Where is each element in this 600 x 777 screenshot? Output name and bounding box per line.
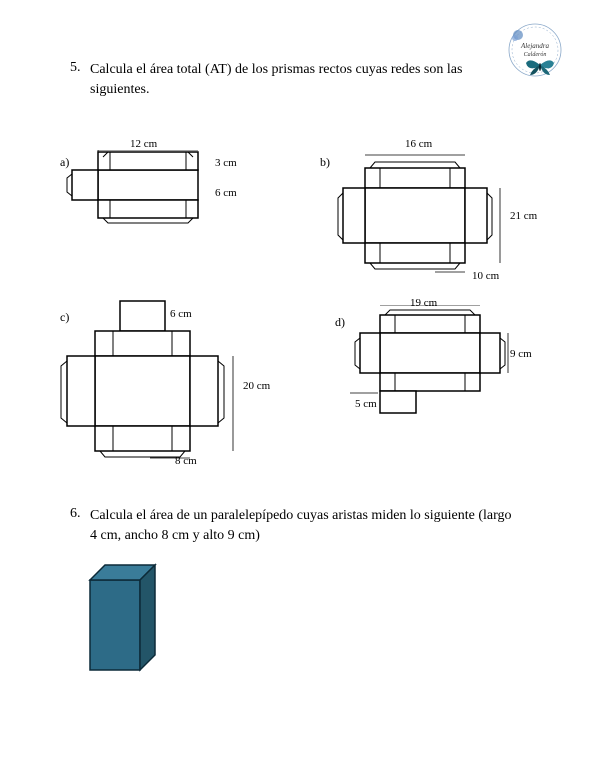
question-6-text: Calcula el área de un paralelepípedo cuy… (90, 506, 520, 545)
net-a-diagram (60, 150, 215, 245)
net-b-label: b) (320, 155, 330, 170)
net-b-diagram (335, 150, 510, 285)
net-a-dim-r1: 3 cm (215, 157, 237, 169)
net-c-diagram (55, 298, 250, 468)
net-d-diagram (350, 305, 515, 425)
net-a-dim-top: 12 cm (130, 138, 157, 150)
cuboid-figure (80, 560, 180, 680)
question-6-number: 6. (70, 506, 81, 522)
question-5-number: 5. (70, 60, 81, 76)
net-a-dim-r2: 6 cm (215, 187, 237, 199)
svg-text:Calderón: Calderón (524, 52, 547, 58)
net-b-dim-r1: 21 cm (510, 210, 537, 222)
net-d-label: d) (335, 315, 345, 330)
svg-text:Alejandra: Alejandra (520, 42, 549, 50)
net-b-dim-top: 16 cm (405, 138, 432, 150)
question-5-text: Calcula el área total (AT) de los prisma… (90, 60, 520, 99)
